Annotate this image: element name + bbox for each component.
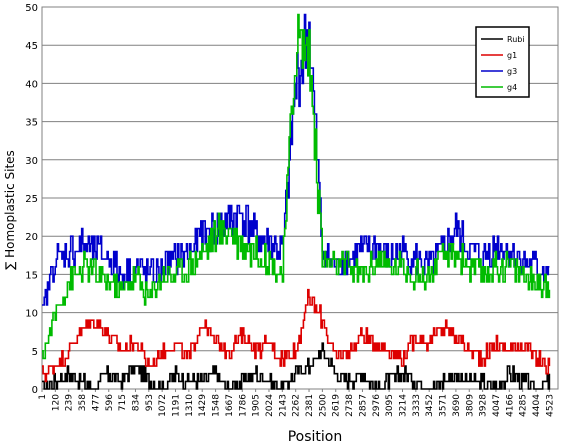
x-tick-label: 2262 <box>292 394 302 417</box>
x-tick-label: 239 <box>65 394 75 411</box>
x-tick-label: 3571 <box>439 394 449 417</box>
y-tick-label: 40 <box>25 79 38 90</box>
y-axis-label: ∑ Homoplastic Sites <box>3 150 17 270</box>
x-tick-label: 3095 <box>385 394 395 417</box>
x-tick-label: 4404 <box>532 394 542 417</box>
plot-frame <box>41 6 559 390</box>
x-tick-label: 834 <box>131 394 141 411</box>
x-tick-label: 715 <box>118 394 128 411</box>
x-tick-label: 2738 <box>345 394 355 417</box>
x-tick-label: 3928 <box>479 394 489 417</box>
y-tick-label: 50 <box>25 3 38 14</box>
x-tick-label: 120 <box>51 394 61 411</box>
x-tick-label: 2024 <box>265 394 275 417</box>
x-tick-label: 3809 <box>465 394 475 417</box>
x-tick-label: 1667 <box>225 394 235 417</box>
y-tick-label: 30 <box>25 156 38 167</box>
y-tick-label: 20 <box>25 232 38 243</box>
x-tick-label: 2976 <box>372 394 382 417</box>
legend-label: g1 <box>507 51 517 60</box>
y-tick-label: 0 <box>32 385 38 396</box>
x-tick-label: 2500 <box>318 394 328 417</box>
legend-label: g4 <box>507 83 517 92</box>
x-tick-label: 4285 <box>519 394 529 417</box>
x-tick-label: 2143 <box>278 394 288 417</box>
x-tick-label: 3690 <box>452 394 462 417</box>
series-line-g1 <box>42 288 551 383</box>
x-tick-label: 1429 <box>198 394 208 417</box>
series-line-rubi <box>42 342 551 390</box>
x-tick-label: 1310 <box>185 394 195 417</box>
y-tick-label: 5 <box>32 347 38 358</box>
y-tick-label: 45 <box>25 41 38 52</box>
series-group <box>42 13 551 390</box>
x-tick-label: 3452 <box>425 394 435 417</box>
y-tick-label: 35 <box>25 118 38 129</box>
x-tick-label: 2381 <box>305 394 315 417</box>
x-tick-label: 4047 <box>492 394 502 417</box>
y-tick-label: 25 <box>25 194 38 205</box>
x-tick-label: 1 <box>38 394 48 400</box>
x-tick-label: 477 <box>91 394 101 411</box>
x-tick-label: 953 <box>145 394 155 411</box>
series-line-g4 <box>42 13 551 360</box>
x-tick-label: 4523 <box>545 394 555 417</box>
legend-label: Rubi <box>507 35 525 44</box>
legend-label: g3 <box>507 67 517 76</box>
x-tick-label: 2857 <box>358 394 368 417</box>
y-tick-label: 15 <box>25 270 38 281</box>
x-tick-label: 1905 <box>252 394 262 417</box>
x-tick-label: 2619 <box>332 394 342 417</box>
legend: Rubi g1 g3 g4 <box>475 26 530 98</box>
x-tick-label: 1548 <box>212 394 222 417</box>
x-tick-label: 596 <box>105 394 115 411</box>
x-tick-label: 358 <box>78 394 88 411</box>
x-tick-label: 1191 <box>172 394 182 417</box>
x-tick-label: 4166 <box>505 394 515 417</box>
x-tick-label: 3214 <box>398 394 408 417</box>
axes: 0 5 10 15 20 25 30 35 40 45 50 1 120 239 358 477 596 715 8… <box>25 3 559 417</box>
y-tick-label: 10 <box>25 309 38 320</box>
x-tick-label: 3333 <box>412 394 422 417</box>
x-axis-label: Position <box>288 429 343 444</box>
x-tick-label: 1786 <box>238 394 248 417</box>
x-tick-label: 1072 <box>158 394 168 417</box>
